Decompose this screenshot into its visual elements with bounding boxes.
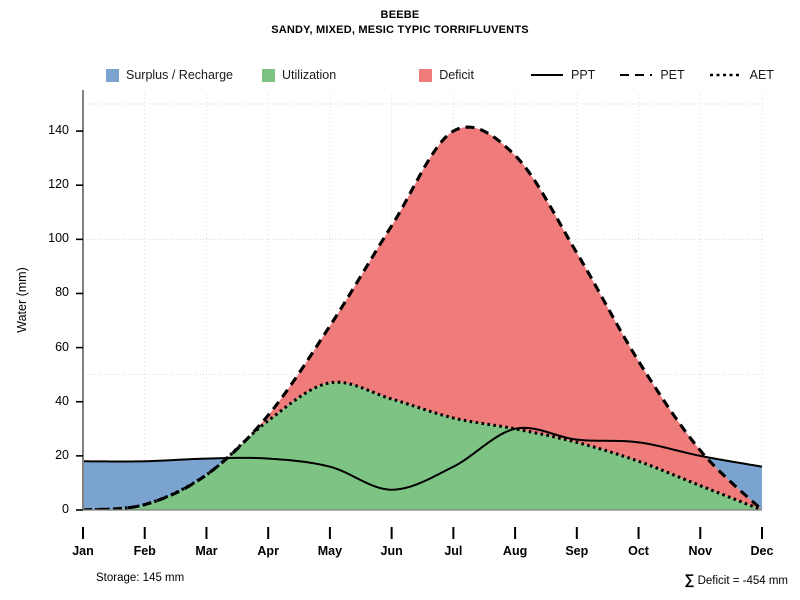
y-tick-label-100: 100 [48,231,69,246]
legend-line-group: PPT PET AET [530,68,774,82]
legend-item-utilization[interactable]: Utilization [262,68,336,82]
legend-label-utilization: Utilization [282,68,337,82]
legend-label-surplus: Surplus / Recharge [126,68,234,82]
legend-line-glyph-ppt [531,74,563,76]
storage-annotation: Storage: 145 mm [96,572,185,584]
x-tick-label-nov: Nov [688,544,713,558]
legend-line-glyph-aet [709,73,742,77]
x-tick-label-jun: Jun [380,544,403,558]
x-tick-label-jul: Jul [444,544,463,558]
legend-label-aet: AET [749,68,774,82]
legend-swatch-surplus [106,68,119,82]
x-tick-label-may: May [317,544,343,558]
legend-item-pet[interactable]: PET [619,68,685,82]
y-tick-label-80: 80 [55,285,69,300]
legend-line-glyph-pet [620,74,653,76]
legend-label-ppt: PPT [571,68,596,82]
deficit-annotation: ∑ Deficit = -454 mm [684,571,788,587]
band-utilization [83,382,762,510]
x-tick-label-sep: Sep [565,544,589,558]
legend-item-surplus[interactable]: Surplus / Recharge [106,68,233,82]
chart-title: BEEBE SANDY, MIXED, MESIC TYPIC TORRIFLU… [0,8,800,38]
chart-legend: Surplus / Recharge Utilization Deficit PPT… [0,68,800,86]
y-tick-label-60: 60 [55,339,69,354]
title-line-1: BEEBE [380,9,420,21]
band-deficit [83,127,762,510]
deficit-annotation-text: Deficit = -454 mm [697,575,788,587]
legend-item-aet[interactable]: AET [709,68,774,82]
legend-label-deficit: Deficit [439,68,474,82]
y-tick-label-0: 0 [62,502,69,516]
legend-swatch-deficit [419,68,433,82]
legend-item-ppt[interactable]: PPT [530,68,595,82]
legend-label-pet: PET [660,68,685,82]
x-tick-label-apr: Apr [257,544,279,558]
legend-area-group: Surplus / Recharge Utilization Deficit [106,68,496,82]
legend-swatch-utilization [262,68,276,82]
band-surplus-0 [83,458,227,510]
x-tick-label-mar: Mar [195,544,218,558]
series-line-pet [83,125,762,510]
x-tick-label-jan: Jan [72,544,94,558]
y-tick-label-120: 120 [48,177,69,192]
x-tick-label-oct: Oct [628,544,649,558]
x-tick-label-aug: Aug [502,544,528,558]
sigma-icon: ∑ [684,571,695,587]
x-tick-label-dec: Dec [750,544,774,558]
y-tick-label-20: 20 [55,447,69,462]
y-tick-label-140: 140 [48,123,69,138]
x-tick-label-feb: Feb [133,544,156,558]
y-tick-label-40: 40 [55,393,69,408]
legend-item-deficit[interactable]: Deficit [419,68,474,82]
title-line-2: SANDY, MIXED, MESIC TYPIC TORRIFLUVENTS [271,24,529,36]
series-line-ppt [83,426,762,491]
